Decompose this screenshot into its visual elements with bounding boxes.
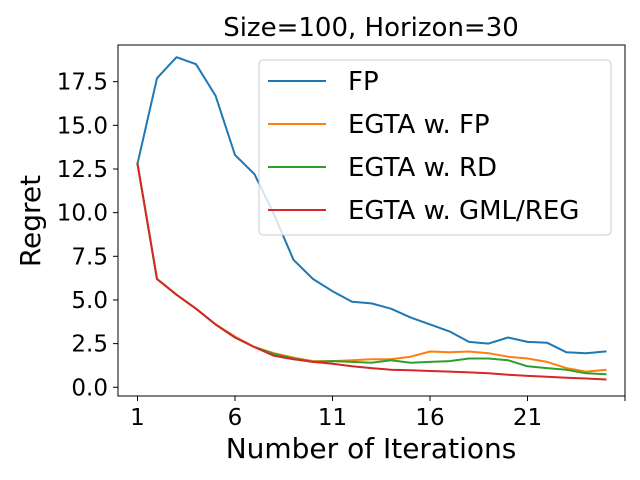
- y-tick-label: 12.5: [57, 157, 108, 183]
- legend-label-2: EGTA w. RD: [348, 153, 497, 183]
- x-axis-ticks: 1 6 11 16 21: [130, 396, 626, 431]
- x-axis-label: Number of Iterations: [226, 432, 517, 465]
- series-line-0: [136, 56, 607, 355]
- series-line-3: [136, 162, 607, 381]
- y-tick-label: 0.0: [71, 375, 108, 401]
- legend-label-0: FP: [348, 67, 379, 97]
- chart-title: Size=100, Horizon=30: [223, 13, 519, 43]
- plot-frame: [117, 44, 626, 397]
- x-tick-label: 1: [130, 405, 145, 431]
- legend-label-3: EGTA w. GML/REG: [348, 196, 579, 226]
- y-axis-label: Regret: [14, 175, 47, 267]
- y-tick-label: 15.0: [57, 113, 108, 139]
- x-tick-label: 21: [513, 405, 542, 431]
- y-tick-label: 5.0: [71, 288, 108, 314]
- x-tick-label: 16: [415, 405, 444, 431]
- x-tick-label: 6: [228, 405, 243, 431]
- y-tick-label: 17.5: [57, 70, 108, 96]
- legend-entries: FP EGTA w. FP EGTA w. RD EGTA w. GML/REG: [268, 67, 579, 226]
- y-tick-label: 7.5: [71, 244, 108, 270]
- x-tick-label: 11: [318, 405, 347, 431]
- series-layer: [136, 56, 607, 381]
- y-tick-label: 10.0: [57, 201, 108, 227]
- y-axis-ticks: 0.0 2.5 5.0 7.5 10.0 12.5 15.0 17.5: [57, 70, 118, 401]
- y-tick-label: 2.5: [71, 332, 108, 358]
- legend-label-1: EGTA w. FP: [348, 110, 490, 140]
- legend-box: [258, 59, 612, 236]
- legend: FP EGTA w. FP EGTA w. RD EGTA w. GML/REG: [258, 59, 612, 236]
